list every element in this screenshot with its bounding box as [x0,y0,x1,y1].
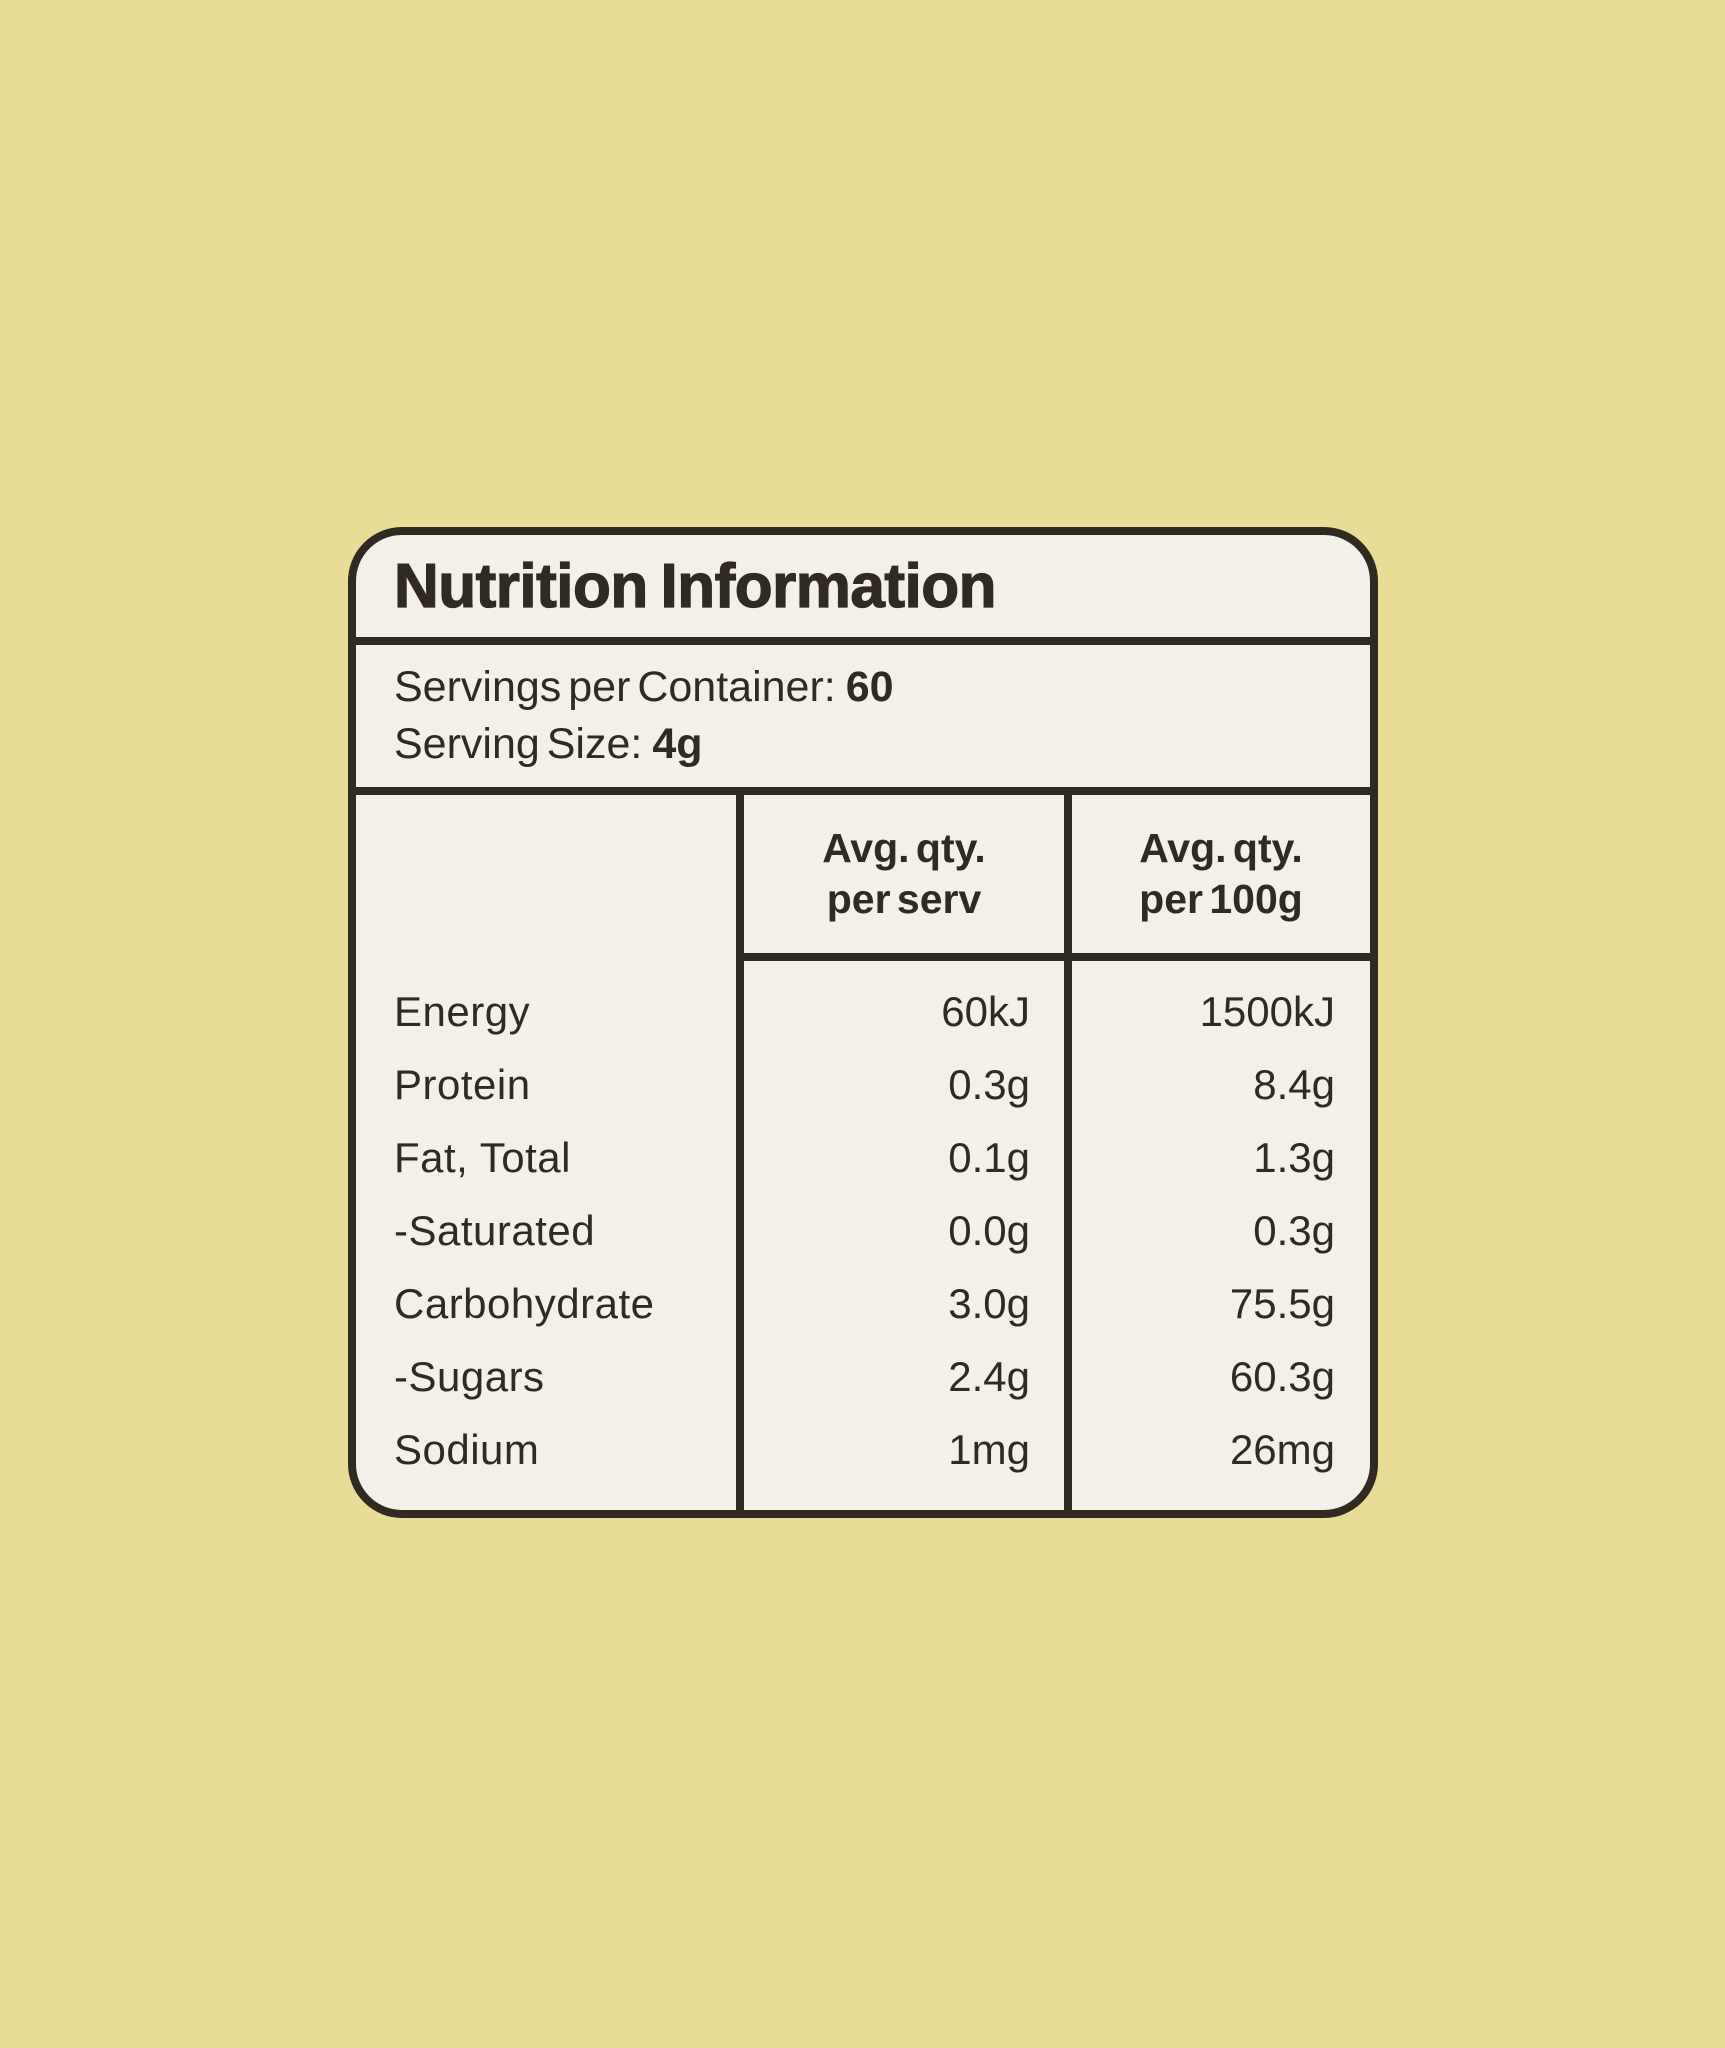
value-per-100g: 60.3g [1229,1352,1335,1400]
header-underline [736,953,1370,961]
column-header-per-serv-line2: per serv [826,876,982,922]
table-body: Energy 60kJ 1500kJ Protein 0.3g 8.4g Fat… [356,961,1370,1510]
serving-size-line: Serving Size: 4g [394,716,1332,773]
value-per-serv: 60kJ [941,987,1030,1035]
column-divider-1 [736,795,744,1510]
servings-per-container-value: 60 [845,663,894,711]
value-per-serv: 0.1g [948,1133,1030,1181]
value-per-100g: 1.3g [1253,1133,1335,1181]
value-per-100g: 8.4g [1253,1060,1335,1108]
nutrition-table: Avg. qty. per serv Avg. qty. per 100g En… [356,795,1370,1510]
label-title: Nutrition Information [393,551,997,621]
nutrient-name: Carbohydrate [394,1279,655,1327]
value-per-serv: 2.4g [948,1352,1030,1400]
nutrient-name: -Sugars [394,1352,545,1400]
value-per-100g: 75.5g [1229,1279,1335,1327]
value-per-serv: 3.0g [948,1279,1030,1327]
nutrient-name: Protein [394,1060,531,1108]
title-section: Nutrition Information [356,535,1370,645]
serving-size-label: Serving Size: [394,720,643,768]
table-row: Fat, Total 0.1g 1.3g [356,1121,1370,1194]
serving-size-value: 4g [652,720,703,768]
column-header-per-serv: Avg. qty. per serv [744,795,1064,953]
servings-per-container-line: Servings per Container: 60 [394,659,1332,716]
servings-per-container-label: Servings per Container: [394,663,836,711]
nutrient-name: Sodium [394,1425,540,1473]
nutrient-name: -Saturated [394,1206,596,1254]
value-per-serv: 1mg [948,1425,1030,1473]
column-divider-2 [1064,795,1072,1510]
value-per-serv: 0.3g [948,1060,1030,1108]
table-row: Sodium 1mg 26mg [356,1413,1370,1486]
value-per-serv: 0.0g [948,1206,1030,1254]
nutrition-label-card: Nutrition Information Servings per Conta… [348,527,1378,1518]
nutrient-name: Energy [394,987,531,1035]
value-per-100g: 26mg [1229,1425,1335,1473]
column-header-per-100g-line1: Avg. qty. [1139,825,1303,871]
column-header-per-100g: Avg. qty. per 100g [1072,795,1370,953]
servings-section: Servings per Container: 60 Serving Size: 4… [356,645,1370,795]
value-per-100g: 0.3g [1253,1206,1335,1254]
table-row: Carbohydrate 3.0g 75.5g [356,1267,1370,1340]
table-row: Energy 60kJ 1500kJ [356,975,1370,1048]
value-per-100g: 1500kJ [1199,987,1335,1035]
table-row: -Sugars 2.4g 60.3g [356,1340,1370,1413]
nutrient-name: Fat, Total [394,1133,571,1181]
table-row: Protein 0.3g 8.4g [356,1048,1370,1121]
table-row: -Saturated 0.0g 0.3g [356,1194,1370,1267]
column-header-per-100g-line2: per 100g [1139,876,1303,922]
column-header-per-serv-line1: Avg. qty. [822,825,986,871]
